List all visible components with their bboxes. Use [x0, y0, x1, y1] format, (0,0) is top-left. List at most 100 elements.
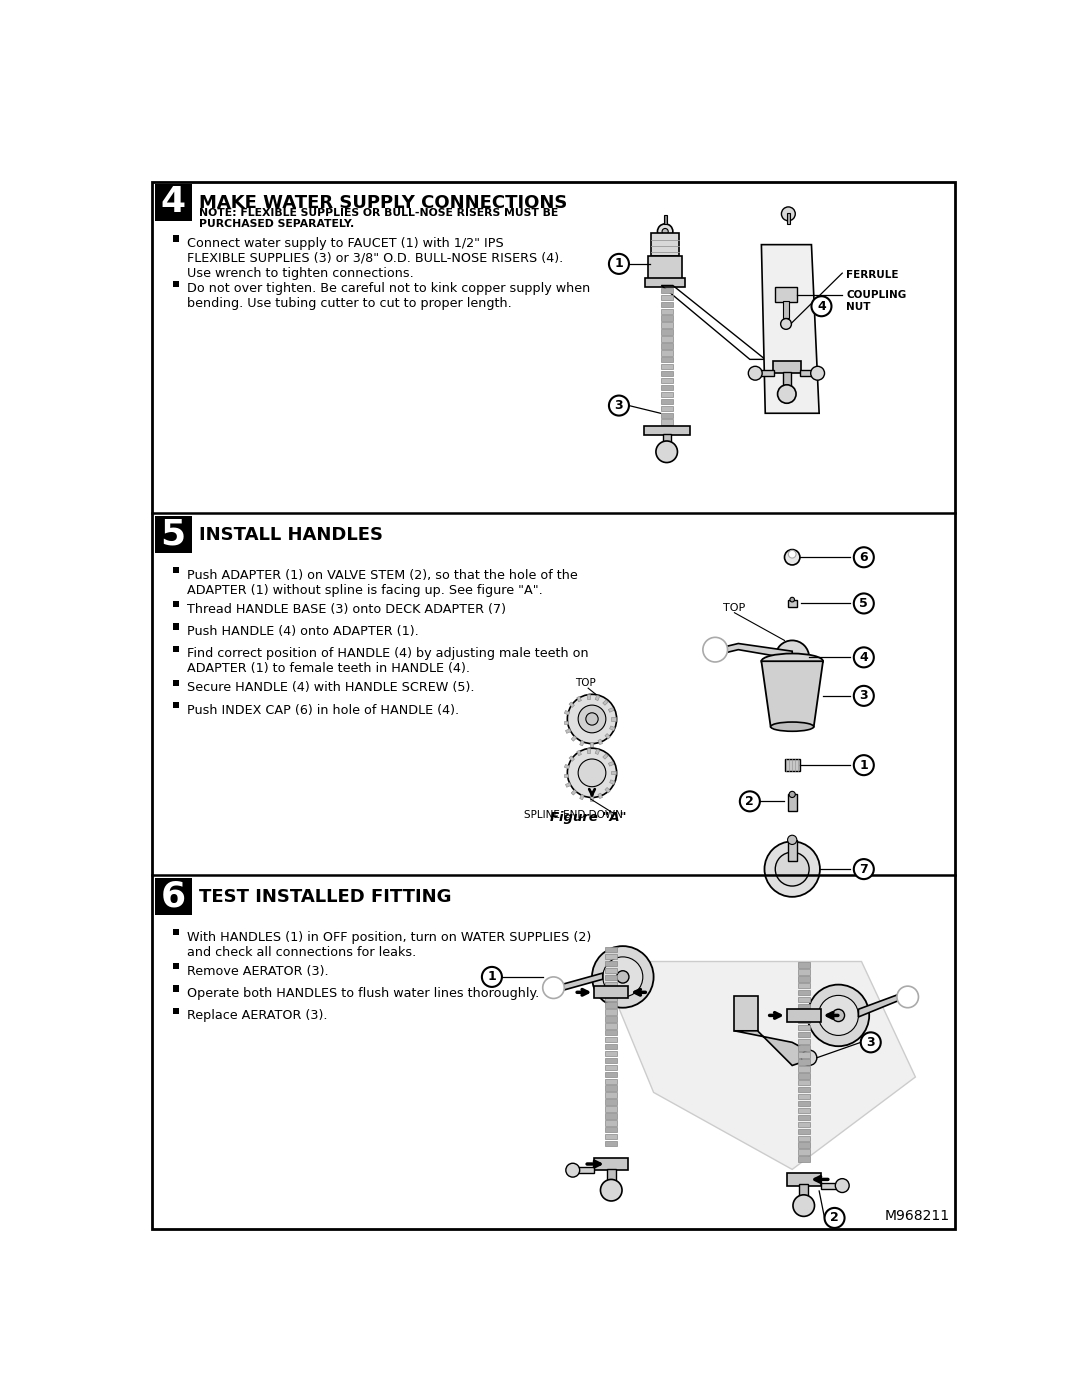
Text: 3: 3 — [615, 400, 623, 412]
Bar — [605, 954, 618, 960]
Bar — [564, 721, 568, 724]
Circle shape — [600, 1179, 622, 1201]
Polygon shape — [734, 1031, 808, 1066]
Circle shape — [567, 749, 617, 798]
Bar — [590, 742, 593, 746]
Circle shape — [896, 986, 918, 1007]
Bar — [799, 1185, 808, 1201]
Text: Push ADAPTER (1) on VALVE STEM (2), so that the hole of the
ADAPTER (1) without : Push ADAPTER (1) on VALVE STEM (2), so t… — [187, 569, 578, 597]
Text: 1: 1 — [487, 971, 497, 983]
Bar — [173, 985, 179, 992]
Bar — [798, 997, 810, 1002]
Bar — [569, 701, 575, 707]
Bar — [783, 300, 789, 317]
Text: Remove AERATOR (3).: Remove AERATOR (3). — [187, 964, 328, 978]
Bar — [607, 1169, 616, 1186]
Text: TOP: TOP — [724, 602, 745, 613]
Bar — [661, 316, 673, 321]
Circle shape — [835, 1179, 849, 1193]
Bar — [564, 774, 568, 778]
Text: Push HANDLE (4) onto ADAPTER (1).: Push HANDLE (4) onto ADAPTER (1). — [187, 624, 419, 638]
Circle shape — [793, 1194, 814, 1217]
Bar — [798, 1059, 810, 1065]
Bar — [798, 1004, 810, 1009]
Circle shape — [740, 791, 760, 812]
Bar — [154, 877, 191, 915]
Circle shape — [609, 395, 629, 415]
Bar — [798, 1011, 810, 1016]
Circle shape — [789, 598, 795, 602]
Bar — [661, 351, 673, 355]
Bar — [577, 696, 581, 701]
Bar — [605, 947, 618, 953]
Text: 7: 7 — [860, 862, 868, 876]
Bar — [798, 977, 810, 982]
Text: Do not over tighten. Be careful not to kink copper supply when
bending. Use tubi: Do not over tighten. Be careful not to k… — [187, 282, 591, 310]
Circle shape — [854, 647, 874, 668]
Bar — [798, 1157, 810, 1162]
Bar — [173, 680, 179, 686]
Circle shape — [765, 841, 820, 897]
Bar — [661, 337, 673, 342]
Circle shape — [778, 384, 796, 404]
Bar — [173, 623, 179, 630]
Circle shape — [854, 686, 874, 705]
Bar — [605, 982, 618, 986]
Bar — [661, 295, 673, 300]
Bar — [800, 370, 813, 376]
Bar — [605, 989, 618, 993]
Bar — [787, 1009, 821, 1021]
Circle shape — [811, 296, 832, 316]
Polygon shape — [761, 661, 823, 726]
Text: Replace AERATOR (3).: Replace AERATOR (3). — [187, 1009, 327, 1023]
Text: 2: 2 — [831, 1211, 839, 1224]
Bar — [577, 750, 581, 756]
Text: NOTE: FLEXIBLE SUPPLIES OR BULL-NOSE RISERS MUST BE
PURCHASED SEPARATELY.: NOTE: FLEXIBLE SUPPLIES OR BULL-NOSE RIS… — [200, 208, 558, 229]
Circle shape — [789, 791, 795, 798]
Polygon shape — [719, 644, 793, 659]
Bar — [611, 718, 616, 721]
Text: MAKE WATER SUPPLY CONNECTIONS: MAKE WATER SUPPLY CONNECTIONS — [200, 194, 568, 212]
Circle shape — [617, 971, 629, 983]
Bar — [603, 700, 608, 705]
Circle shape — [656, 441, 677, 462]
Polygon shape — [859, 993, 900, 1017]
Bar — [605, 1085, 618, 1091]
Text: TEST INSTALLED FITTING: TEST INSTALLED FITTING — [200, 887, 451, 905]
Circle shape — [592, 946, 653, 1007]
Circle shape — [603, 957, 643, 997]
Text: 3: 3 — [860, 689, 868, 703]
Bar — [605, 1009, 618, 1014]
Bar — [798, 1143, 810, 1148]
Polygon shape — [761, 244, 819, 414]
Bar — [661, 365, 673, 369]
Text: 4: 4 — [818, 300, 826, 313]
Bar — [798, 1129, 810, 1134]
Bar — [760, 370, 773, 376]
Bar — [787, 214, 789, 224]
Circle shape — [662, 229, 669, 235]
Bar — [609, 780, 615, 785]
Polygon shape — [599, 961, 916, 1169]
Bar — [798, 1024, 810, 1030]
Circle shape — [567, 694, 617, 743]
Text: 2: 2 — [745, 795, 754, 807]
Bar — [661, 412, 673, 418]
Text: COUPLING
NUT: COUPLING NUT — [846, 291, 906, 312]
Bar — [566, 782, 571, 788]
Bar — [651, 233, 679, 256]
Bar — [605, 1044, 618, 1049]
Text: M968211: M968211 — [885, 1210, 949, 1224]
Bar — [798, 1052, 810, 1058]
Circle shape — [578, 705, 606, 733]
Circle shape — [854, 594, 874, 613]
Text: 6: 6 — [860, 550, 868, 564]
Bar — [586, 694, 590, 698]
Bar — [608, 708, 613, 712]
Text: 4: 4 — [161, 186, 186, 219]
Bar — [798, 1122, 810, 1127]
Bar — [598, 739, 603, 745]
Bar — [605, 968, 618, 974]
Bar — [734, 996, 757, 1031]
Bar — [605, 1092, 618, 1098]
